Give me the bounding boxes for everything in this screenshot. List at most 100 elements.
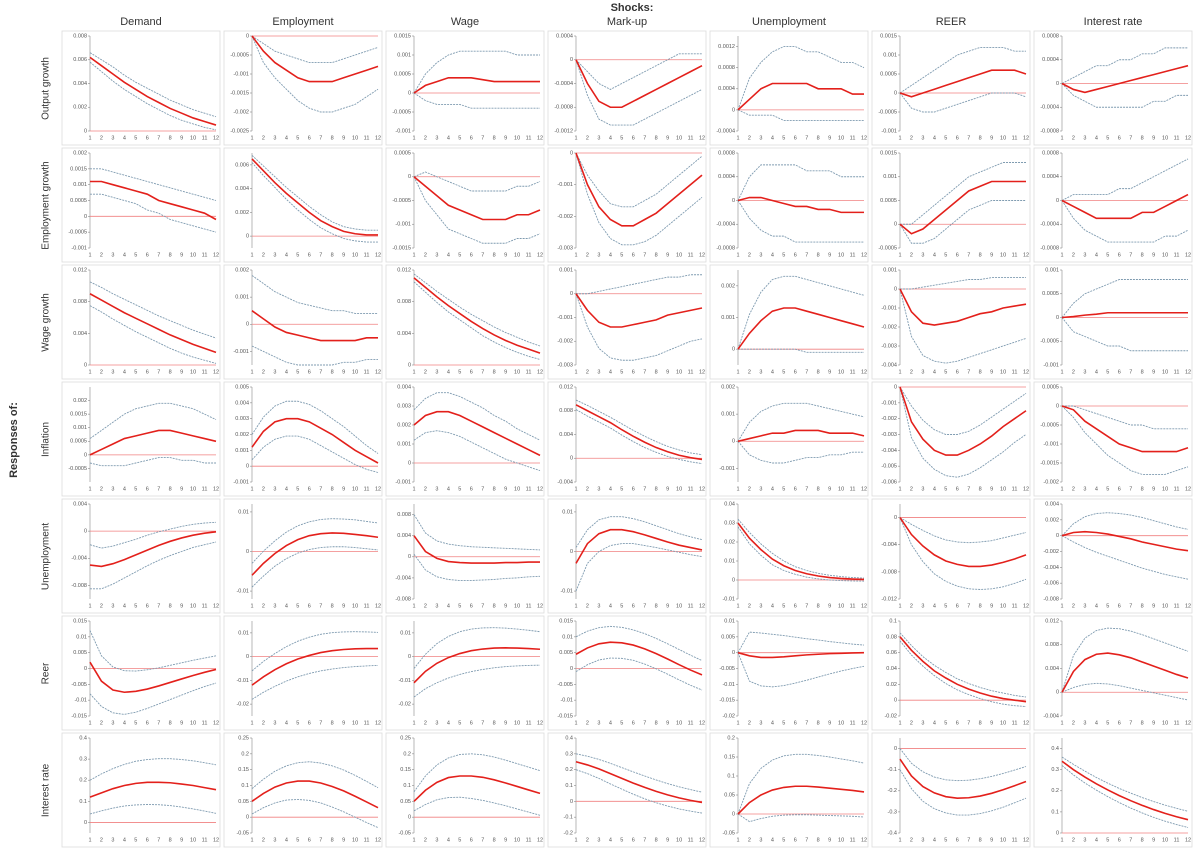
x-tick-label: 4 <box>123 369 126 375</box>
x-tick-label: 10 <box>1162 369 1168 375</box>
x-tick-label: 6 <box>470 720 473 726</box>
y-tick-label: 0.004 <box>397 331 411 337</box>
band-line <box>89 758 217 781</box>
y-tick-label: -0.01 <box>74 698 87 704</box>
x-tick-label: 2 <box>100 486 103 492</box>
x-tick-label: 12 <box>213 135 219 141</box>
y-tick-label: 0.001 <box>235 448 249 454</box>
band-line <box>413 753 541 793</box>
x-tick-label: 10 <box>1000 252 1006 258</box>
band-line <box>413 553 541 581</box>
x-tick-label: 2 <box>1072 252 1075 258</box>
x-tick-label: 3 <box>435 486 438 492</box>
band-line <box>575 399 703 456</box>
band-line <box>737 526 865 582</box>
x-tick-label: 8 <box>1141 837 1144 843</box>
x-tick-label: 5 <box>944 720 947 726</box>
x-tick-label: 3 <box>921 135 924 141</box>
y-tick-label: 0 <box>408 654 411 660</box>
band-line <box>413 273 541 347</box>
median-line <box>413 647 541 684</box>
x-tick-label: 3 <box>921 252 924 258</box>
band-line <box>737 164 864 201</box>
band-line <box>89 804 217 815</box>
band-line <box>89 281 217 339</box>
x-tick-label: 7 <box>643 252 646 258</box>
x-tick-label: 10 <box>1000 369 1006 375</box>
x-tick-label: 4 <box>933 837 936 843</box>
band-line <box>737 518 865 579</box>
x-tick-label: 6 <box>632 486 635 492</box>
y-tick-label: 0.004 <box>397 384 411 390</box>
panel-frame <box>871 381 1031 497</box>
row-label: Inflation <box>41 422 52 457</box>
x-tick-label: 8 <box>1141 720 1144 726</box>
x-tick-label: 10 <box>676 252 682 258</box>
y-tick-label: 0.006 <box>235 162 249 168</box>
y-tick-label: 0 <box>246 33 249 39</box>
y-tick-label: -0.004 <box>71 556 87 562</box>
band-line <box>89 402 217 439</box>
x-tick-label: 8 <box>655 720 658 726</box>
y-tick-label: -0.02 <box>722 713 735 719</box>
panel: 00.10.20.30.41 2 3 4 5 6 7 8 9 10 11 12 <box>1033 732 1193 848</box>
y-tick-label: 0.004 <box>397 533 411 539</box>
y-tick-label: -0.0004 <box>716 128 735 134</box>
x-tick-label: 12 <box>375 837 381 843</box>
band-line <box>413 392 541 441</box>
y-tick-label: -0.2 <box>888 788 897 794</box>
x-tick-label: 3 <box>111 486 114 492</box>
x-tick-label: 8 <box>1141 603 1144 609</box>
x-tick-label: 11 <box>526 369 532 375</box>
y-tick-label: 0.1 <box>565 783 573 789</box>
band-line <box>1061 512 1189 536</box>
x-tick-label: 9 <box>990 720 993 726</box>
y-tick-label: 0.01 <box>400 630 411 636</box>
y-tick-label: -0.002 <box>881 416 897 422</box>
x-tick-label: 11 <box>688 369 694 375</box>
x-tick-label: 3 <box>1083 135 1086 141</box>
y-tick-label: 0.05 <box>238 799 249 805</box>
x-tick-label: 9 <box>666 603 669 609</box>
y-tick-label: 0.05 <box>400 799 411 805</box>
y-tick-label: -0.0004 <box>1040 222 1059 228</box>
median-line <box>1061 530 1189 552</box>
x-tick-label: 2 <box>424 486 427 492</box>
median-line <box>413 410 541 457</box>
x-tick-label: 10 <box>352 837 358 843</box>
y-tick-label: 0.0005 <box>394 71 411 77</box>
x-tick-label: 3 <box>1083 720 1086 726</box>
x-tick-label: 9 <box>342 603 345 609</box>
x-tick-label: 9 <box>1152 135 1155 141</box>
band-line <box>737 109 864 121</box>
y-tick-label: 0.002 <box>721 384 735 390</box>
y-tick-label: 0 <box>408 362 411 368</box>
band-line <box>575 625 703 661</box>
x-tick-label: 2 <box>100 837 103 843</box>
x-tick-label: 5 <box>458 369 461 375</box>
x-tick-label: 6 <box>794 135 797 141</box>
x-tick-label: 7 <box>1129 369 1132 375</box>
x-tick-label: 11 <box>202 603 208 609</box>
x-tick-label: 1 <box>412 837 415 843</box>
y-tick-label: 0.001 <box>883 267 897 273</box>
median-line <box>1061 311 1188 319</box>
panel-frame <box>223 381 383 497</box>
x-tick-label: 12 <box>699 720 705 726</box>
median-line <box>1061 760 1189 821</box>
x-tick-label: 7 <box>1129 252 1132 258</box>
x-tick-label: 10 <box>676 603 682 609</box>
y-tick-label: -0.01 <box>722 682 735 688</box>
x-tick-label: 4 <box>609 837 612 843</box>
median-line <box>251 158 378 236</box>
panel-frame <box>223 732 383 848</box>
y-tick-label: 0.012 <box>559 384 573 390</box>
x-tick-label: 2 <box>262 369 265 375</box>
x-tick-label: 6 <box>470 837 473 843</box>
x-tick-label: 12 <box>1185 135 1191 141</box>
x-tick-label: 9 <box>990 486 993 492</box>
x-tick-label: 7 <box>643 720 646 726</box>
panel-frame <box>1033 30 1193 146</box>
